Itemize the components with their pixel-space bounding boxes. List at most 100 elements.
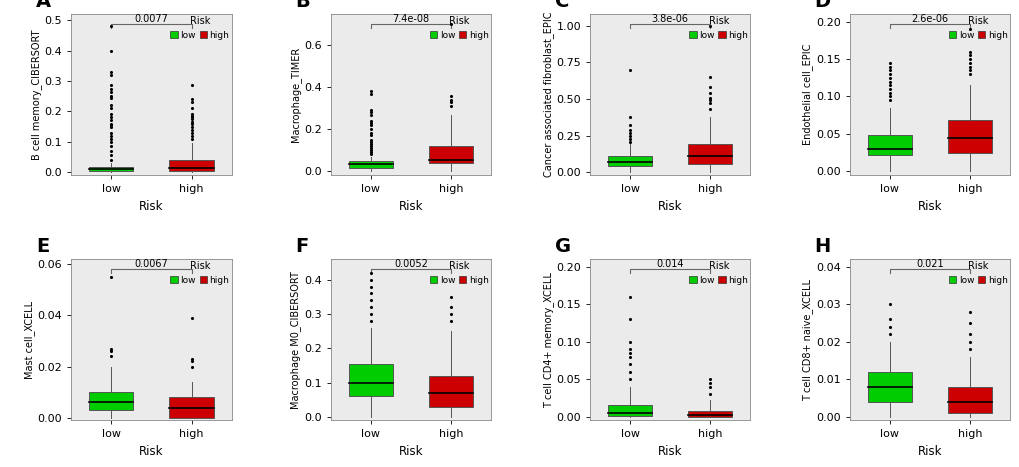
Point: [622, 138, 638, 145]
Point: [183, 118, 200, 126]
Point: [880, 70, 897, 78]
Point: [363, 136, 379, 143]
Text: 2.6e-06: 2.6e-06: [910, 14, 948, 24]
Point: [363, 269, 379, 276]
Point: [363, 106, 379, 114]
Point: [103, 85, 119, 92]
Point: [363, 317, 379, 325]
Point: [183, 132, 200, 140]
Bar: [867, 372, 911, 402]
Point: [103, 88, 119, 95]
Text: C: C: [554, 0, 569, 11]
Point: [103, 147, 119, 155]
Point: [183, 82, 200, 89]
Point: [961, 51, 977, 59]
Text: 3.8e-06: 3.8e-06: [651, 14, 688, 24]
Point: [183, 126, 200, 134]
Text: D: D: [813, 0, 829, 11]
Point: [103, 113, 119, 121]
Point: [363, 90, 379, 97]
Point: [961, 59, 977, 66]
Point: [183, 112, 200, 120]
Y-axis label: T cell CD4+ memory_XCELL: T cell CD4+ memory_XCELL: [542, 272, 553, 408]
Point: [103, 129, 119, 136]
Point: [880, 78, 897, 85]
Point: [622, 66, 638, 73]
Point: [103, 353, 119, 360]
Bar: [90, 392, 133, 410]
Legend: low, high: low, high: [688, 261, 748, 286]
Bar: [607, 405, 652, 416]
Legend: low, high: low, high: [169, 15, 230, 41]
Point: [103, 47, 119, 54]
Point: [622, 126, 638, 134]
Point: [622, 129, 638, 136]
Point: [701, 379, 717, 387]
Point: [363, 283, 379, 290]
Point: [103, 71, 119, 78]
Text: B: B: [296, 0, 310, 11]
Point: [961, 66, 977, 74]
Bar: [348, 161, 392, 168]
Point: [183, 363, 200, 370]
Point: [183, 314, 200, 322]
Point: [363, 109, 379, 116]
Legend: low, high: low, high: [947, 261, 1008, 286]
Point: [442, 317, 459, 325]
Y-axis label: Mast cell_XCELL: Mast cell_XCELL: [23, 301, 35, 379]
Point: [363, 290, 379, 297]
Point: [363, 132, 379, 139]
Point: [880, 300, 897, 308]
Point: [961, 330, 977, 338]
X-axis label: Risk: Risk: [916, 200, 942, 213]
Bar: [947, 120, 990, 153]
Point: [103, 92, 119, 100]
Bar: [688, 144, 732, 163]
Point: [183, 355, 200, 362]
Point: [880, 66, 897, 74]
Point: [103, 156, 119, 164]
Point: [961, 345, 977, 353]
Point: [701, 84, 717, 91]
Point: [363, 276, 379, 283]
Point: [103, 347, 119, 355]
Point: [103, 273, 119, 281]
Point: [363, 150, 379, 158]
Point: [103, 94, 119, 101]
Legend: low, high: low, high: [688, 15, 748, 41]
Point: [701, 89, 717, 97]
Point: [961, 55, 977, 63]
Point: [961, 63, 977, 70]
Point: [442, 98, 459, 106]
Bar: [867, 135, 911, 155]
Point: [442, 21, 459, 28]
Point: [622, 293, 638, 300]
Text: 0.014: 0.014: [656, 259, 684, 269]
Point: [701, 375, 717, 383]
Point: [363, 297, 379, 304]
Point: [622, 135, 638, 142]
Point: [363, 140, 379, 148]
Point: [363, 126, 379, 133]
Point: [363, 149, 379, 156]
Point: [103, 345, 119, 353]
Point: [880, 63, 897, 70]
Point: [183, 135, 200, 142]
Point: [363, 144, 379, 152]
X-axis label: Risk: Risk: [139, 200, 164, 213]
Y-axis label: Macrophage_TIMER: Macrophage_TIMER: [290, 47, 301, 142]
Point: [880, 315, 897, 323]
Point: [701, 73, 717, 81]
Point: [442, 293, 459, 301]
X-axis label: Risk: Risk: [398, 445, 423, 458]
Text: G: G: [554, 237, 571, 256]
Point: [961, 338, 977, 345]
Point: [103, 123, 119, 130]
Point: [442, 102, 459, 110]
Point: [103, 22, 119, 30]
Point: [103, 135, 119, 142]
Point: [363, 119, 379, 127]
Point: [363, 111, 379, 118]
Point: [442, 304, 459, 311]
Point: [183, 99, 200, 106]
